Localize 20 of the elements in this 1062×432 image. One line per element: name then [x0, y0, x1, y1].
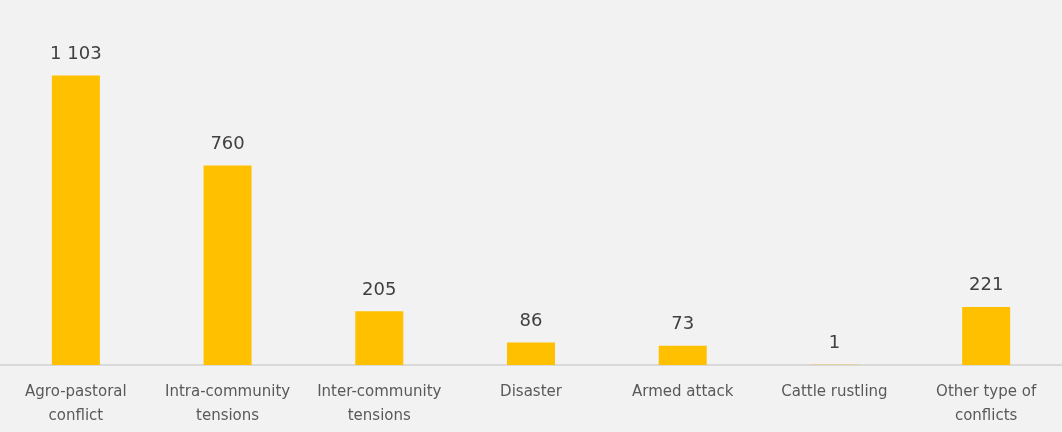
data-label: 73: [671, 312, 695, 334]
x-tick-label: Agro-pastoral conflict: [25, 382, 127, 424]
data-label: 205: [362, 277, 397, 299]
data-label: 86: [519, 308, 543, 330]
bar: [962, 306, 1011, 365]
data-label: 221: [968, 273, 1004, 295]
data-label: 760: [210, 132, 245, 153]
data-label: 1: [828, 331, 841, 353]
bar: [203, 165, 252, 365]
x-tick-label: Cattle rustling: [781, 382, 888, 400]
x-tick-label: Disaster: [500, 382, 563, 400]
x-tick-label: Other type of conflicts: [936, 382, 1037, 424]
bar: [51, 75, 100, 365]
x-tick-label: Armed attack: [632, 382, 734, 400]
data-label: 1 103: [50, 41, 102, 63]
x-tick-label: Inter-community tensions: [317, 382, 442, 424]
bar: [658, 345, 707, 365]
bar: [355, 311, 404, 365]
x-tick-label: Intra-community tensions: [164, 382, 291, 424]
bar: [507, 342, 555, 365]
